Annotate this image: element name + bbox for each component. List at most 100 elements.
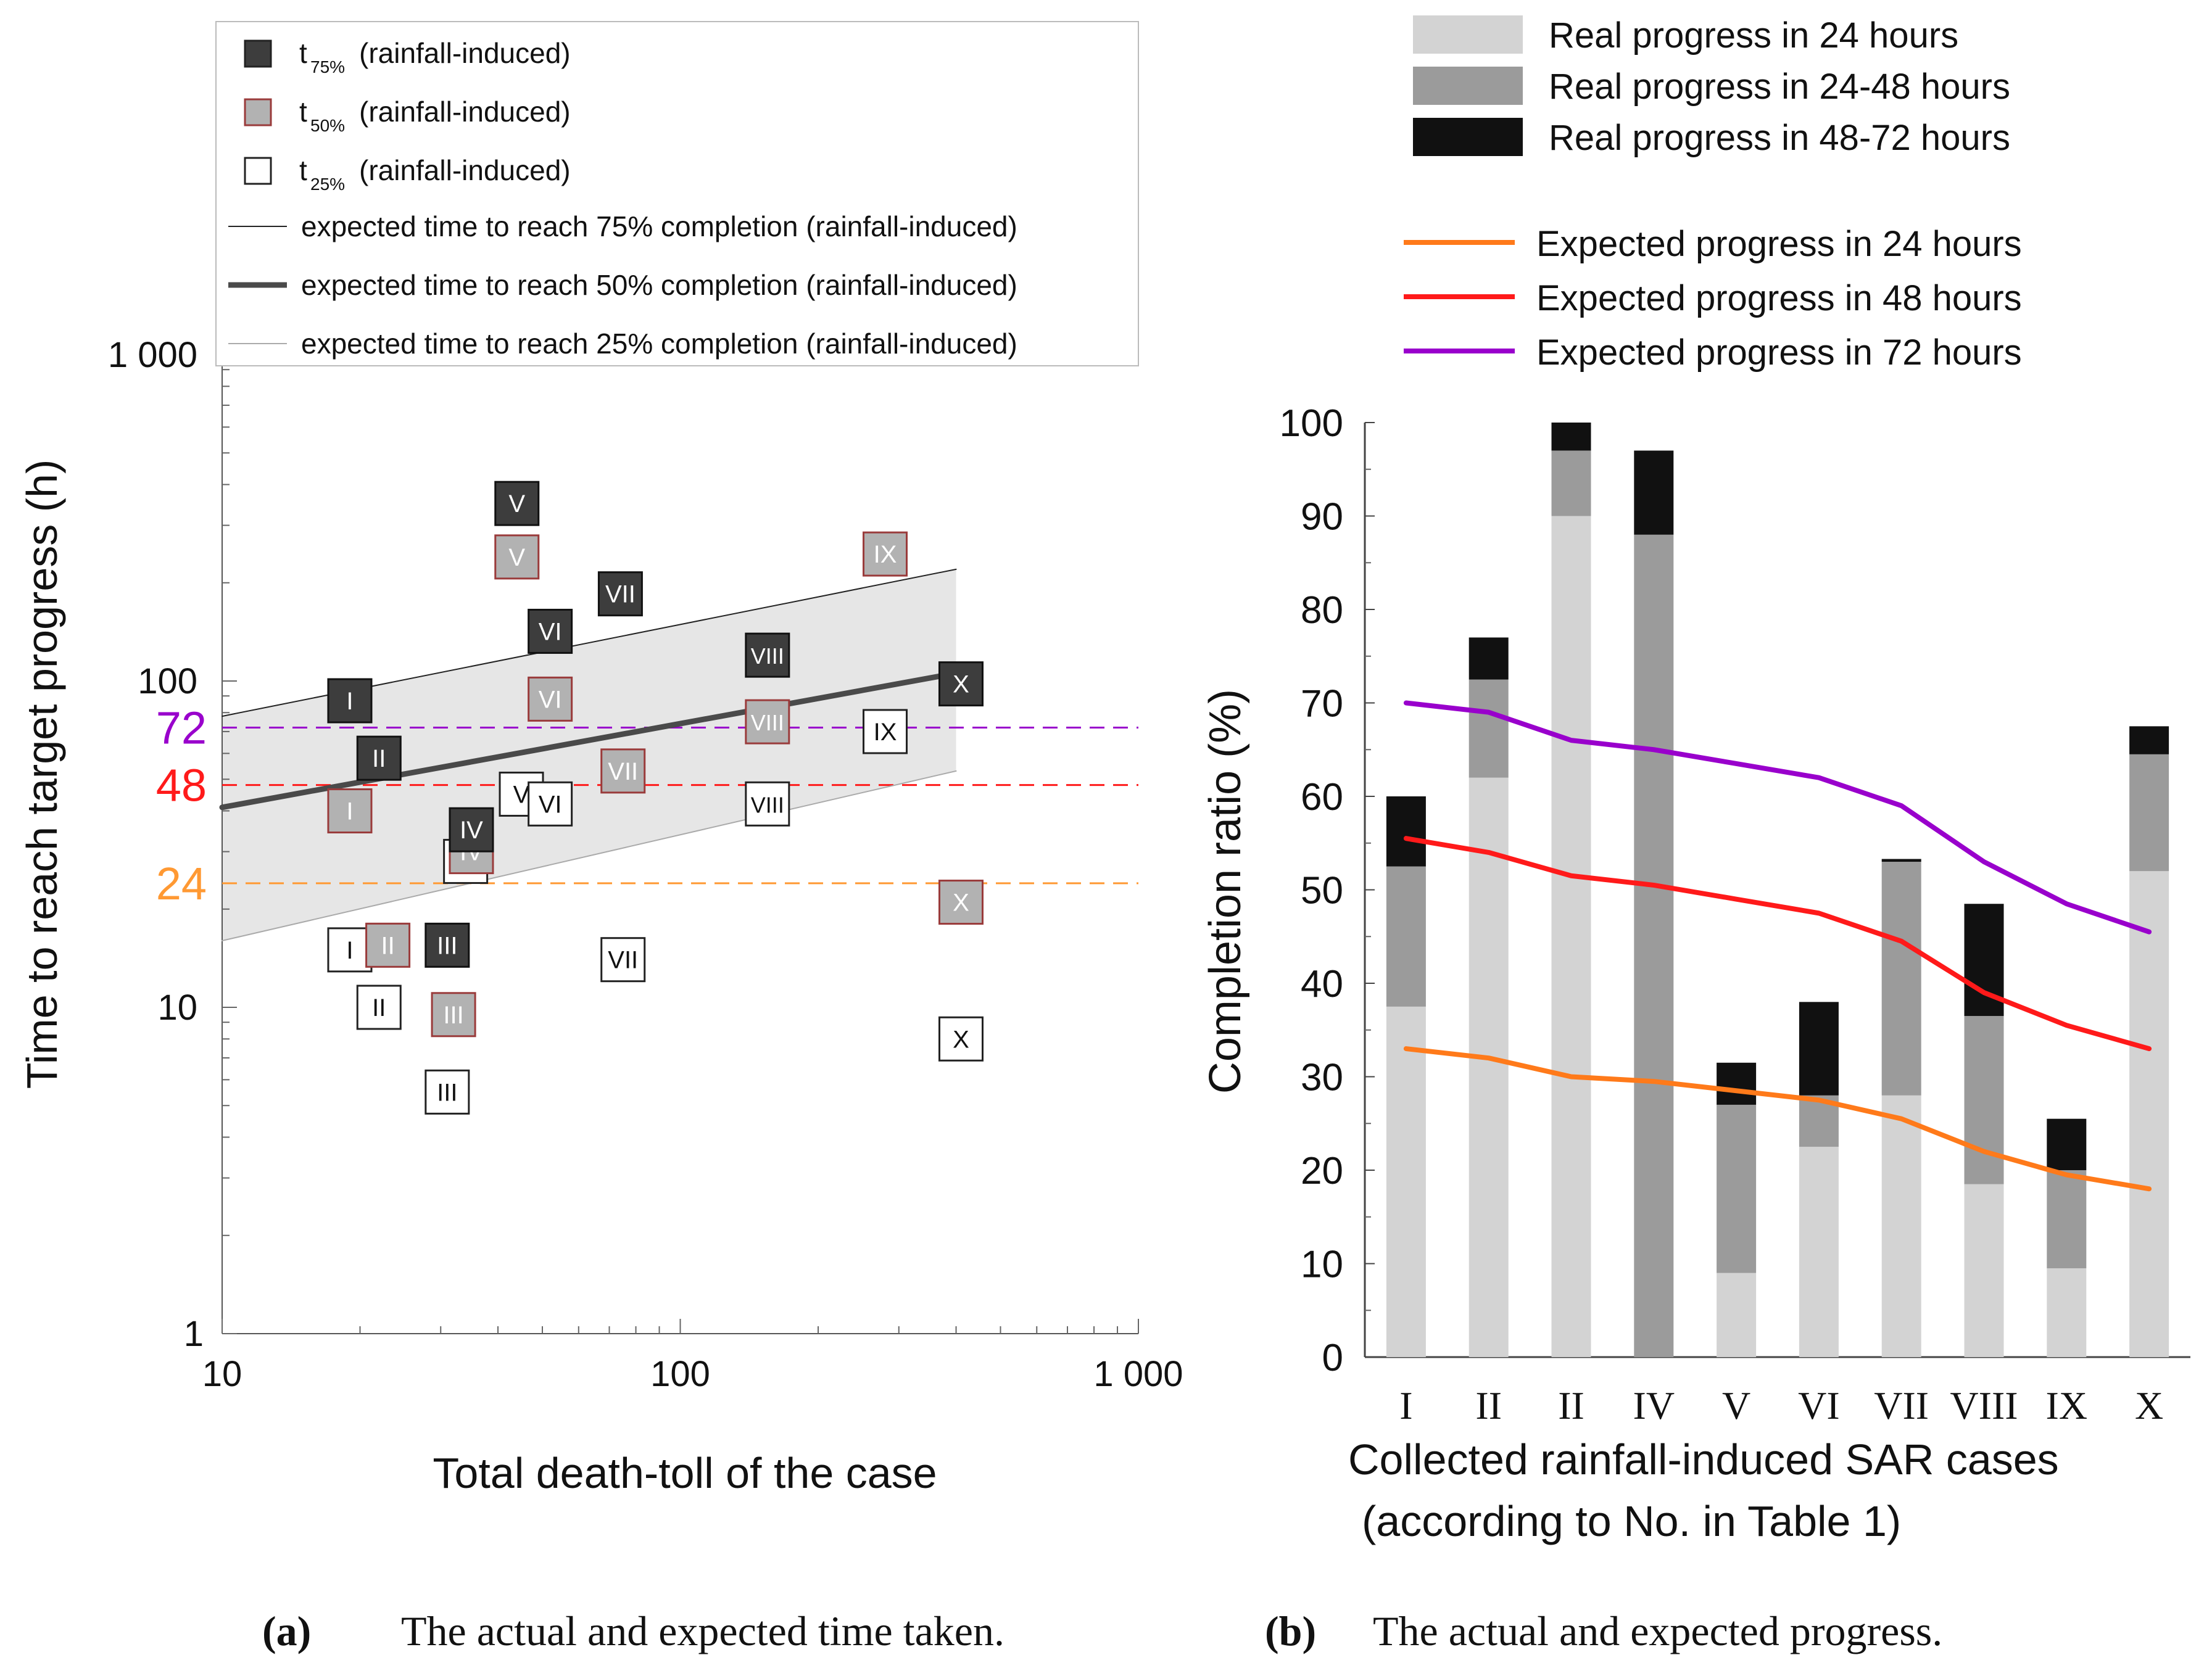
x-tick-label: 100	[650, 1354, 710, 1394]
legend-base: t	[299, 37, 307, 69]
point-label: I	[346, 937, 353, 964]
point-marker	[600, 748, 646, 794]
expected-line-25	[222, 770, 957, 942]
reference-lines: 72 48 24	[156, 702, 1138, 909]
y-tick-label: 100	[138, 661, 197, 701]
x-tick-label: VII	[1874, 1384, 1929, 1427]
point-marker	[494, 481, 540, 526]
expected-range-band	[222, 569, 956, 941]
point-marker	[863, 709, 908, 754]
y-tick-label: 10	[157, 988, 197, 1028]
y-tick-label: 10	[1301, 1244, 1343, 1286]
point-t25-II: II	[356, 985, 402, 1030]
legend-base: t	[299, 96, 307, 128]
expected-progress-lines	[1403, 700, 2152, 1192]
panel-b-ylabel: Completion ratio (%)	[1201, 689, 1250, 1094]
point-label: X	[953, 890, 969, 917]
y-tick-label: 0	[1322, 1337, 1343, 1379]
bar-V-1	[1717, 1104, 1757, 1273]
x-tick-label: VI	[1798, 1384, 1840, 1427]
point-t25-IX: IX	[863, 709, 908, 754]
point-marker	[938, 880, 984, 925]
x-tick-label: X	[2135, 1384, 2163, 1427]
bar-II-2	[1468, 637, 1509, 680]
bar-I-2	[1386, 796, 1426, 867]
point-label: VI	[539, 791, 562, 818]
bar-IX-0	[2047, 1268, 2087, 1357]
point-t50-VIII: VIII	[745, 699, 790, 745]
point-marker	[327, 788, 373, 834]
caption-a-label: (a)	[262, 1608, 311, 1654]
bar-II-0	[1551, 516, 1591, 1357]
legend-text: (rainfall-induced)	[359, 96, 571, 128]
caption-b: (b) The actual and expected progress.	[1265, 1608, 1942, 1654]
point-label: II	[372, 994, 386, 1022]
bar-X-0	[2129, 871, 2169, 1357]
x-tick-label: I	[1399, 1384, 1412, 1427]
point-label: VII	[608, 947, 638, 974]
y-tick-label: 60	[1301, 776, 1343, 819]
point-label: VII	[605, 581, 636, 608]
point-t75-II: II	[356, 735, 402, 781]
bar-VIII-0	[1964, 1184, 2004, 1357]
y-tick-label: 30	[1301, 1057, 1343, 1099]
point-label: VIII	[751, 792, 784, 817]
point-t75-VII: VII	[597, 571, 643, 617]
x-tick-label: 1 000	[1093, 1354, 1183, 1394]
legend-label: Expected progress in 48 hours	[1536, 278, 2022, 318]
point-t75-VIII: VIII	[745, 632, 790, 678]
point-marker	[431, 992, 476, 1038]
bar-X-1	[2129, 754, 2169, 872]
point-t25-VI: VI	[528, 781, 573, 827]
reference-label-48h: 48	[156, 760, 207, 811]
y-tick-label: 40	[1301, 963, 1343, 1005]
bar-VI-2	[1799, 1002, 1839, 1096]
legend-sub: 75%	[310, 57, 345, 76]
x-tick-label: II	[1475, 1384, 1502, 1427]
point-label: VI	[539, 618, 562, 645]
caption-a-text: The actual and expected time taken.	[401, 1608, 1005, 1654]
point-label: II	[381, 932, 394, 959]
point-label: X	[953, 1026, 969, 1053]
bar-VI-0	[1799, 1147, 1839, 1357]
data-points: IIIIIIIVVVIVIIVIIIIXXIIIIIIIVVVIVIIVIIII…	[327, 481, 984, 1115]
point-label: VIII	[751, 643, 784, 669]
legend-label: Real progress in 24 hours	[1549, 15, 1958, 56]
reference-label-24h: 24	[156, 858, 207, 909]
caption-b-text: The actual and expected progress.	[1373, 1608, 1942, 1654]
y-tick-label: 1	[184, 1314, 204, 1354]
legend-swatch-bar-2	[1413, 118, 1523, 156]
bar-VII-2	[1881, 859, 1921, 862]
bar-X-2	[2129, 726, 2169, 754]
point-t25-III: III	[425, 1069, 470, 1115]
x-tick-label: IV	[1633, 1384, 1675, 1427]
point-t25-VII: VII	[600, 937, 646, 983]
point-marker	[597, 571, 643, 617]
reference-label-72h: 72	[156, 702, 207, 753]
bar-VII-0	[1881, 1095, 1921, 1357]
y-tick-label: 20	[1301, 1150, 1343, 1192]
point-label: V	[508, 490, 525, 518]
point-t50-III: III	[431, 992, 476, 1038]
legend-text: (rainfall-induced)	[359, 154, 571, 186]
point-t50-X: X	[938, 880, 984, 925]
point-marker	[327, 678, 373, 724]
x-tick-label: IX	[2046, 1384, 2088, 1427]
x-tick-label: II	[1558, 1384, 1584, 1427]
y-tick-label: 100	[1280, 402, 1343, 445]
caption-b-label: (b)	[1265, 1608, 1316, 1654]
panel-a-xlabel: Total death-toll of the case	[433, 1449, 937, 1497]
point-t25-VIII: VIII	[745, 781, 790, 827]
legend-swatch-t50	[244, 98, 272, 126]
point-t75-VI: VI	[528, 608, 573, 654]
bar-V-2	[1717, 1062, 1757, 1105]
point-label: I	[346, 798, 353, 825]
point-t75-IV: IV	[449, 807, 494, 852]
caption-a: (a) The actual and expected time taken.	[262, 1608, 1005, 1654]
point-marker	[745, 781, 790, 827]
point-marker	[327, 927, 373, 973]
expected-progress-line-0	[1403, 1046, 2152, 1192]
point-label: IV	[460, 817, 483, 844]
y-tick-label: 80	[1301, 589, 1343, 632]
